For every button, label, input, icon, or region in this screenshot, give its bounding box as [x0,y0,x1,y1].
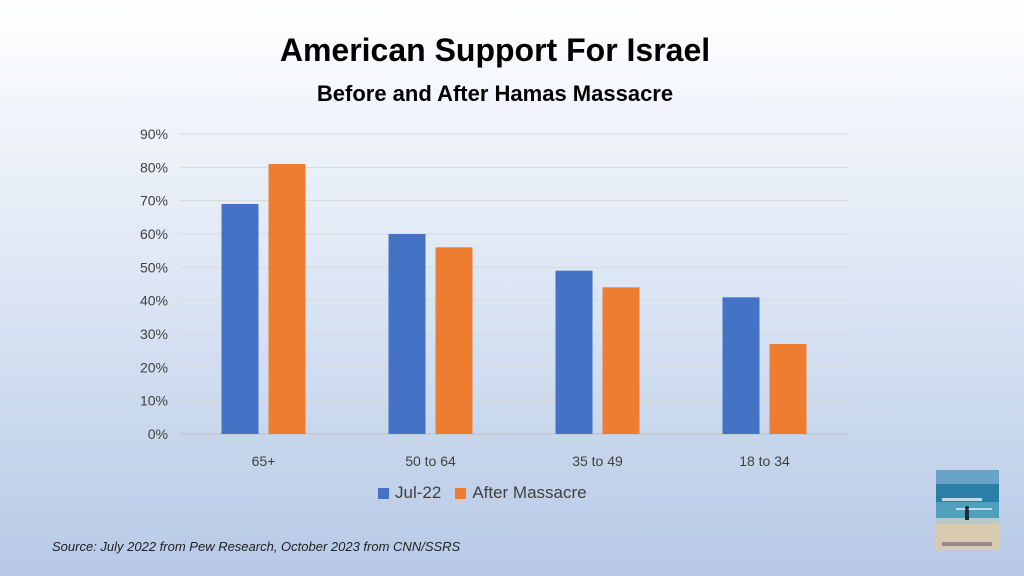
y-tick-label: 70% [140,193,168,209]
bar-series2 [602,287,640,434]
beach-photo [936,470,999,550]
x-tick-label: 50 to 64 [405,453,456,469]
chart-subtitle: Before and After Hamas Massacre [316,81,674,106]
y-tick-label: 0% [148,426,168,442]
y-tick-label: 90% [140,126,168,142]
legend-item-series2: After Massacre [455,483,587,503]
bar-series1 [388,234,426,434]
y-tick-label: 60% [140,226,168,242]
y-tick-label: 20% [140,359,168,375]
bar-series2 [769,344,807,434]
legend-item-series1: Jul-22 [378,483,441,503]
bar-series1 [722,297,760,434]
legend-swatch-series1 [378,487,389,499]
bar-series1 [221,204,259,434]
y-tick-label: 30% [140,326,168,342]
bar-series2 [268,164,306,434]
chart-title: American Support For Israel [279,32,711,68]
y-tick-label: 10% [140,393,168,409]
bar-series2 [435,247,473,434]
bar-series1 [555,270,593,434]
y-tick-label: 80% [140,159,168,175]
x-tick-label: 65+ [252,453,276,469]
y-tick-label: 40% [140,293,168,309]
legend-swatch-series2 [455,487,467,499]
legend-label-series2: After Massacre [472,483,587,502]
chart-legend: Jul-22 After Massacre [378,483,601,503]
source-note: Source: July 2022 from Pew Research, Oct… [52,539,461,554]
x-tick-label: 18 to 34 [739,453,790,469]
legend-label-series1: Jul-22 [395,483,442,502]
x-tick-label: 35 to 49 [572,453,623,469]
y-tick-label: 50% [140,259,168,275]
